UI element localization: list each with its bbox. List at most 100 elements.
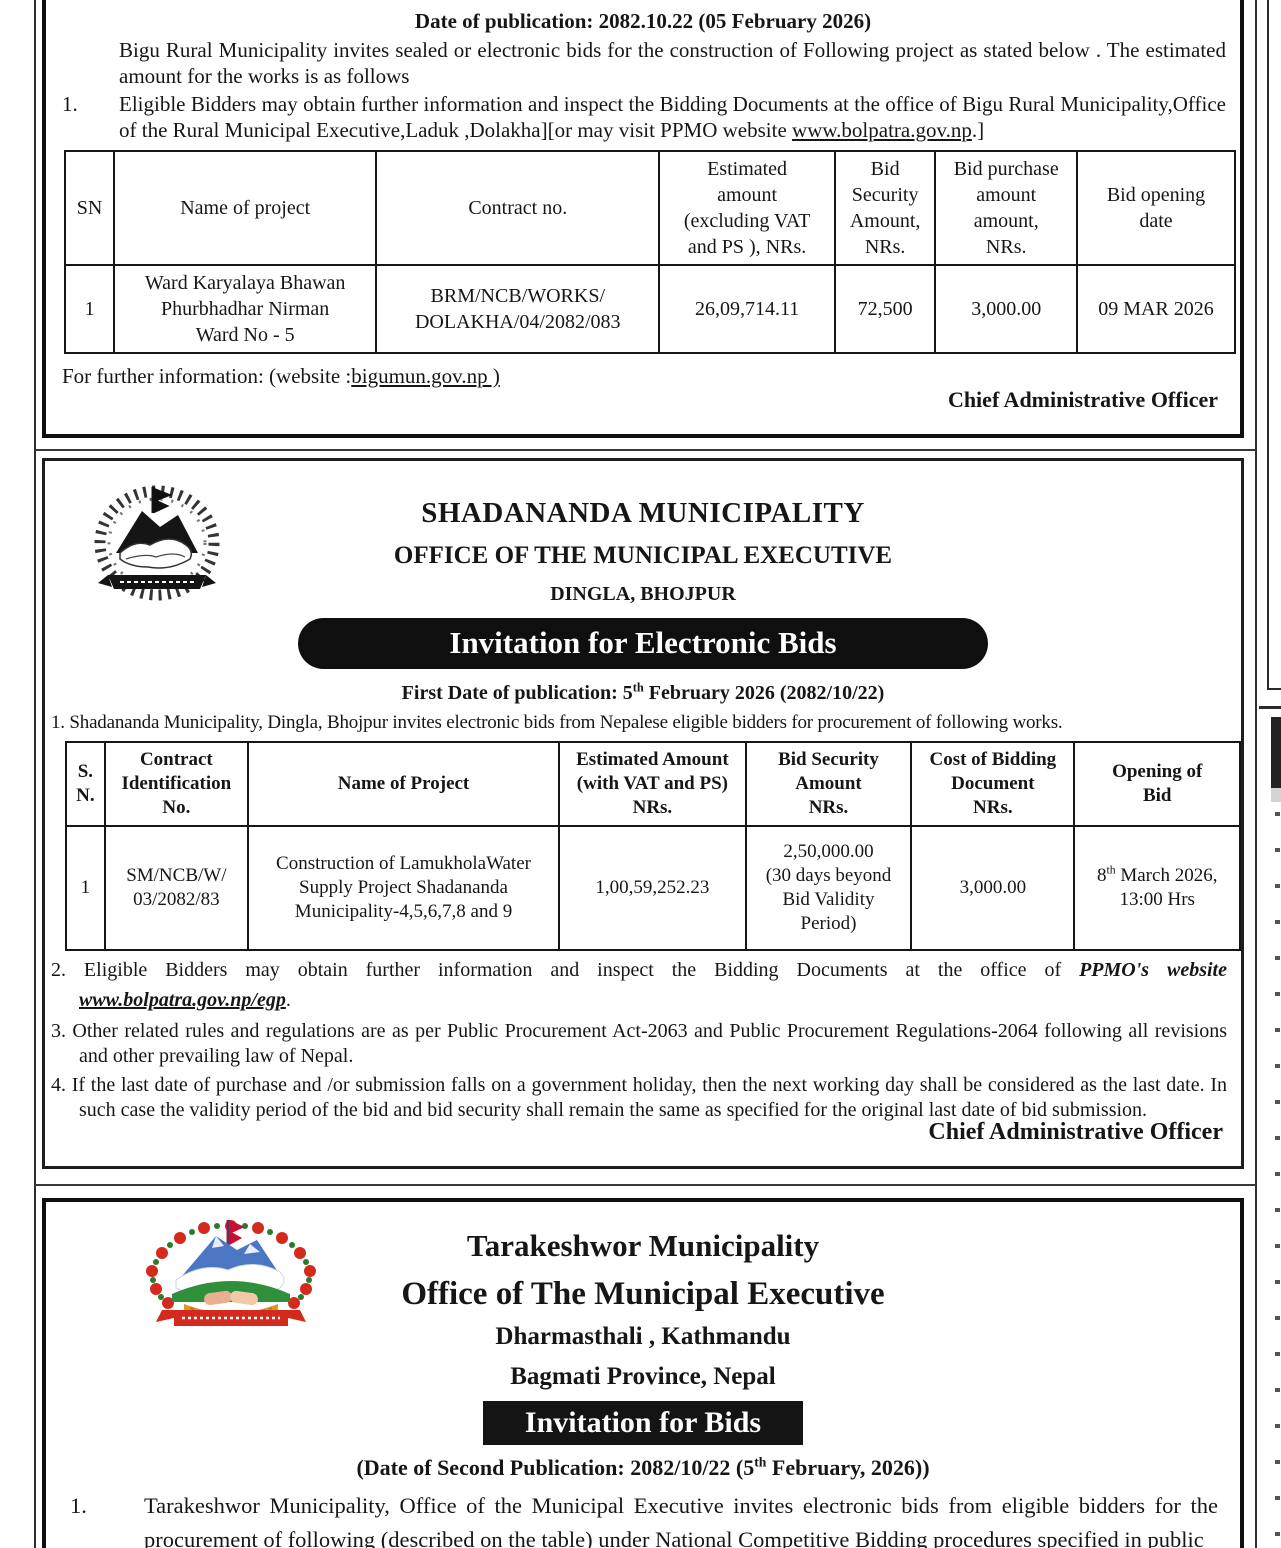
bolpatra-egp-link[interactable]: www.bolpatra.gov.np/egp — [79, 989, 286, 1011]
table-header-row: SN Name of project Contract no. Estimate… — [63, 150, 1236, 266]
publication-date-line: First Date of publication: 5th February … — [45, 680, 1241, 705]
list-number: 1. — [62, 92, 78, 116]
col-header-estimated-amount: Estimated amount (excluding VAT and PS )… — [658, 150, 836, 266]
adjacent-column-text-fragments — [1275, 812, 1280, 1538]
col-header-bid-security: Bid Security Amount, NRs. — [833, 150, 937, 266]
adjacent-notice-border-fragment — [1267, 0, 1269, 690]
publication-date-text: (Date of Second Publication: 2082/10/22 … — [356, 1455, 755, 1480]
list-item-text: Eligible Bidders may obtain further info… — [119, 92, 1226, 142]
municipality-name: SHADANANDA MUNICIPALITY — [421, 497, 865, 529]
list-item-1: 1. Tarakeshwor Municipality, Office of th… — [46, 1489, 1218, 1548]
col-header-contract-id: Contract Identification No. — [103, 741, 249, 827]
list-item-text: Other related rules and regulations are … — [66, 1020, 1227, 1067]
adjacent-notice-corner-fragment — [1267, 688, 1281, 690]
cell-contract-id: SM/NCB/W/ 03/2082/83 — [103, 825, 249, 951]
table-header-row: S. N. Contract Identification No. Name o… — [65, 741, 1241, 827]
notice-header: SHADANANDA MUNICIPALITY OFFICE OF THE MU… — [45, 461, 1241, 609]
right-column-rule — [1255, 0, 1257, 1548]
cell-bid-opening: 8th March 2026, 13:00 Hrs — [1073, 825, 1241, 951]
cell-bid-opening: 09 MAR 2026 — [1076, 264, 1236, 354]
publication-date-line: (Date of Second Publication: 2082/10/22 … — [46, 1455, 1240, 1481]
list-number: 4. — [51, 1074, 66, 1096]
intro-paragraph: Bigu Rural Municipality invites sealed o… — [119, 38, 1226, 88]
office-name: OFFICE OF THE MUNICIPAL EXECUTIVE — [393, 542, 893, 569]
cell-sn: 1 — [65, 825, 106, 951]
cell-bid-security: 2,50,000.00 (30 days beyond Bid Validity… — [744, 825, 913, 951]
list-item-1: 1. Eligible Bidders may obtain further in… — [46, 91, 1226, 143]
col-header-estimated-amount: Estimated Amount (with VAT and PS) NRs. — [558, 741, 747, 827]
ordinal-superscript: th — [632, 680, 644, 695]
cell-estimated-amount: 1,00,59,252.23 — [558, 825, 747, 951]
cell-bidding-doc-cost: 3,000.00 — [910, 825, 1076, 951]
adjacent-notice-top-border-fragment — [1259, 706, 1281, 709]
further-information-text: For further information: (website : — [62, 364, 352, 388]
cell-contract-no: BRM/NCB/WORKS/ DOLAKHA/04/2082/083 — [375, 264, 661, 354]
list-item-text-after: .] — [971, 118, 985, 142]
invitation-banner: Invitation for Electronic Bids — [298, 618, 988, 669]
publication-date-heading: Date of publication: 2082.10.22 (05 Febr… — [414, 9, 872, 33]
publication-date-text: First Date of publication: 5 — [401, 682, 633, 704]
bid-table-bigu: SN Name of project Contract no. Estimate… — [63, 150, 1236, 354]
col-header-sn: SN — [63, 150, 116, 266]
address-line-2: Bagmati Province, Nepal — [510, 1363, 776, 1390]
adjacent-notice-dark-fragment — [1271, 717, 1281, 788]
green-hills — [172, 1281, 290, 1302]
publication-date-text-after: February, 2026)) — [766, 1455, 930, 1480]
office-name: Office of The Municipal Executive — [401, 1276, 885, 1312]
col-header-bid-security: Bid Security Amount NRs. — [744, 741, 913, 827]
opening-date-text: 8 — [1096, 865, 1107, 886]
cell-sn: 1 — [63, 264, 116, 354]
signature-cao: Chief Administrative Officer — [928, 1119, 1223, 1145]
ordinal-superscript: th — [1106, 863, 1116, 877]
list-number: 2. — [51, 959, 66, 981]
list-item-text: If the last date of purchase and /or sub… — [66, 1074, 1227, 1121]
publication-date-text-after: February 2026 (2082/10/22) — [643, 682, 885, 704]
col-header-project-name: Name of project — [113, 150, 378, 266]
cell-estimated-amount: 26,09,714.11 — [658, 264, 836, 354]
list-item-text: Eligible Bidders may obtain further info… — [66, 959, 1080, 981]
opening-date-text-after: March 2026, 13:00 Hrs — [1119, 865, 1218, 910]
col-header-bidding-doc-cost: Cost of Bidding Document NRs. — [910, 741, 1076, 827]
ribbon-banner — [156, 1310, 306, 1326]
cell-bid-purchase: 3,000.00 — [934, 264, 1078, 354]
col-header-project-name: Name of Project — [246, 741, 561, 827]
list-number: 1. — [70, 1493, 87, 1518]
list-item-1: 1. Shadananda Municipality, Dingla, Bhoj… — [51, 712, 1063, 733]
table-row: 1 Ward Karyalaya Bhawan Phurbhadhar Nirm… — [63, 264, 1236, 354]
left-column-rule — [34, 0, 36, 1548]
notice-separator-line — [35, 1184, 1256, 1186]
col-header-sn: S. N. — [65, 741, 106, 827]
bid-table-shadananda: S. N. Contract Identification No. Name o… — [65, 741, 1241, 951]
cell-project-name: Ward Karyalaya Bhawan Phurbhadhar Nirman… — [113, 264, 378, 354]
municipality-name: Tarakeshwor Municipality — [466, 1228, 820, 1263]
list-item-2: 2. Eligible Bidders may obtain further i… — [51, 955, 1227, 1015]
notice-tarakeshwor-municipality: Tarakeshwor Municipality Office of The M… — [42, 1198, 1244, 1548]
list-item-4: 4. If the last date of purchase and /or … — [51, 1073, 1227, 1123]
cell-bid-security: 72,500 — [833, 264, 937, 354]
adjacent-notice-gray-fragment — [1271, 788, 1281, 802]
notice-bigu-rural-municipality: Date of publication: 2082.10.22 (05 Febr… — [42, 0, 1244, 438]
bolpatra-link[interactable]: www.bolpatra.gov.np — [792, 118, 972, 142]
col-header-bid-purchase: Bid purchase amount amount, NRs. — [934, 150, 1078, 266]
list-number: 3. — [51, 1020, 66, 1042]
further-information-line: For further information: (website :bigum… — [62, 364, 1240, 389]
invitation-banner: Invitation for Bids — [483, 1401, 803, 1445]
bigumun-link[interactable]: bigumun.gov.np ) — [351, 364, 500, 388]
col-header-bid-opening: Bid opening date — [1076, 150, 1236, 266]
cell-project-name: Construction of LamukholaWater Supply Pr… — [246, 825, 561, 951]
tarakeshwor-emblem-logo — [146, 1219, 316, 1326]
ordinal-superscript: th — [754, 1454, 767, 1470]
nepal-flag — [226, 1219, 245, 1246]
list-item-text: Tarakeshwor Municipality, Office of the … — [144, 1493, 1218, 1548]
shadananda-emblem-logo — [94, 485, 220, 601]
address-line: DINGLA, BHOJPUR — [550, 583, 736, 605]
ppmo-website-emphasis: PPMO's website — [1079, 959, 1227, 981]
rhododendron-garland — [146, 1220, 316, 1309]
notice-shadananda-municipality: SHADANANDA MUNICIPALITY OFFICE OF THE MU… — [42, 458, 1244, 1169]
table-row: 1 SM/NCB/W/ 03/2082/83 Construction of L… — [65, 825, 1241, 951]
notice-separator-line — [35, 449, 1256, 451]
col-header-bid-opening: Opening of Bid — [1073, 741, 1241, 827]
col-header-contract-no: Contract no. — [375, 150, 661, 266]
list-item-text-after: . — [285, 989, 291, 1011]
